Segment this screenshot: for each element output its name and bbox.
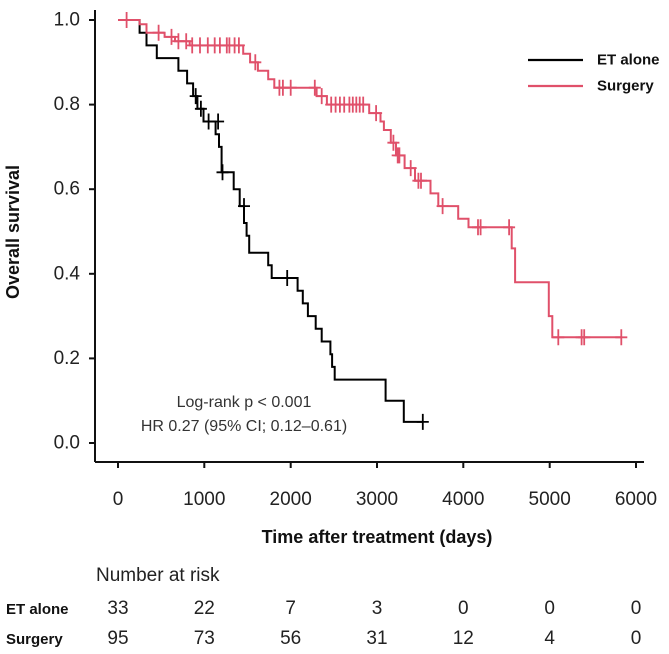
series-surgery [118,12,628,346]
y-tick-label: 0.8 [54,94,80,115]
x-tick-label: 6000 [615,489,657,510]
censor-mark [180,33,193,50]
censor-mark [308,79,321,96]
logrank-annotation: Log-rank p < 0.001 [177,394,312,411]
x-tick-label: 3000 [356,489,398,510]
y-tick-label: 0.6 [54,179,80,200]
censor-mark [315,88,328,105]
risk-cell: 0 [630,628,642,649]
risk-cell: 31 [366,628,388,649]
risk-cell: 0 [458,598,469,619]
censor-mark [165,28,178,45]
risk-row-et-alone: ET alone 33 22 7 3 0 0 0 [0,598,669,622]
censor-mark [120,12,133,28]
censor-mark [284,79,297,96]
x-tick-label: 4000 [442,489,484,510]
censor-mark [238,198,250,215]
risk-cell: 95 [107,628,129,649]
survival-curve-surgery [118,19,622,339]
risk-cell: 4 [544,628,555,649]
risk-cell: 0 [630,598,642,619]
risk-cell: 7 [285,598,296,619]
legend: ET alone Surgery [528,52,660,95]
censor-mark [194,100,207,117]
axes [94,10,644,463]
censor-mark [393,147,406,164]
x-ticks: 0 1000 2000 3000 4000 5000 6000 [113,462,657,510]
x-tick-label: 5000 [529,489,571,510]
risk-cell: 0 [544,598,555,619]
x-tick-label: 1000 [183,489,225,510]
risk-row-surgery: Surgery 95 73 56 31 12 4 0 [0,628,669,652]
hr-annotation: HR 0.27 (95% CI; 0.12–0.61) [141,418,347,435]
censor-mark [503,219,516,236]
risk-cell: 33 [107,598,129,619]
censor-mark [415,172,427,189]
censor-mark [249,54,262,71]
risk-cell: 3 [371,598,383,619]
risk-cell: 56 [280,628,302,649]
x-axis-title: Time after treatment (days) [262,527,493,547]
y-tick-label: 0.0 [54,433,80,454]
censor-mark [370,105,383,122]
risk-cell: 22 [193,598,215,619]
y-tick-label: 0.4 [54,263,81,284]
series-et-alone [118,19,429,430]
censor-mark [436,198,449,215]
censor-mark [416,413,429,430]
censor-mark [152,24,165,41]
x-tick-label: 0 [113,489,124,510]
censor-mark [474,219,487,236]
risk-cell: 73 [193,628,215,649]
censor-mark [552,329,565,346]
y-axis-title: Overall survival [3,165,23,299]
censor-mark [281,270,294,286]
y-ticks: 0.0 0.2 0.4 0.6 0.8 1.0 [54,10,95,454]
x-tick-label: 2000 [270,489,312,510]
risk-table-title: Number at risk [96,565,220,586]
censor-mark [404,160,417,177]
risk-row-label: Surgery [6,631,63,648]
legend-label-surgery: Surgery [597,78,654,95]
risk-cell: 12 [452,628,474,649]
km-chart: 0.0 0.2 0.4 0.6 0.8 1.0 0 1000 2000 3000… [3,10,660,548]
censor-mark [189,88,202,105]
censor-mark [216,164,229,181]
y-tick-label: 0.2 [54,348,80,369]
series-layer [118,12,628,430]
censor-mark [387,134,400,151]
risk-row-label: ET alone [6,601,69,618]
censor-mark [615,329,628,346]
censor-mark [357,96,370,113]
censor-mark [232,37,245,54]
legend-label-et-alone: ET alone [597,52,660,69]
y-tick-label: 1.0 [54,10,80,31]
survival-curve-et-alone [118,19,423,423]
censor-mark [578,329,591,346]
censor-mark [212,113,225,130]
